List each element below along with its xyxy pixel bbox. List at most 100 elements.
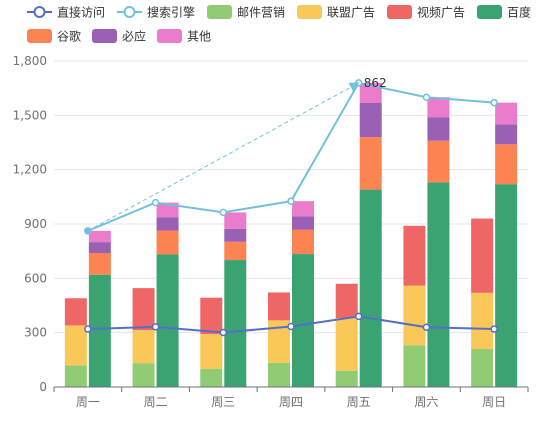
axes: 0 300 600 900 1,200 1,500 1,800 周一 周二 周三 周四 周五 周六 周日 — [13, 54, 529, 409]
legend-label: 必应 — [122, 29, 146, 44]
x-tick-label: 周日 — [482, 395, 506, 409]
bar-segment[interactable] — [132, 330, 155, 364]
legend-label: 其他 — [187, 30, 211, 44]
legend-color-swatch — [207, 5, 232, 19]
line-point[interactable] — [490, 98, 498, 107]
bar-segment[interactable] — [156, 217, 179, 231]
mark-line-arrow — [87, 82, 360, 232]
legend-item[interactable]: 视频广告 — [387, 5, 465, 20]
annotations: 862 — [84, 76, 387, 235]
legend-item[interactable]: 必应 — [92, 29, 146, 44]
y-tick-label: 1,500 — [13, 108, 47, 122]
bar-segment[interactable] — [200, 368, 223, 387]
bar-segment[interactable] — [292, 216, 314, 230]
line-point[interactable] — [151, 198, 160, 207]
line-point[interactable] — [219, 328, 228, 337]
bar-segment[interactable] — [292, 254, 314, 387]
bar-segment[interactable] — [471, 348, 494, 387]
line-point[interactable] — [287, 322, 295, 331]
legend-color-swatch — [27, 29, 52, 43]
bar-segment[interactable] — [64, 325, 87, 366]
bar-segment[interactable] — [88, 230, 111, 243]
legend-label: 搜索引擎 — [147, 5, 195, 20]
y-tick-label: 1,200 — [13, 163, 47, 177]
bar-segment[interactable] — [132, 363, 155, 387]
bar-segment[interactable] — [292, 201, 314, 217]
line-point[interactable] — [151, 323, 160, 331]
bar-segment[interactable] — [64, 298, 87, 326]
bar-segment[interactable] — [495, 144, 518, 185]
legend-color-swatch — [157, 29, 182, 43]
bar-segment[interactable] — [156, 230, 179, 255]
legend-item[interactable]: 搜索引擎 — [117, 5, 195, 20]
bar-segment[interactable] — [224, 212, 247, 229]
bar-segment[interactable] — [427, 97, 450, 118]
legend-item[interactable]: 直接访问 — [27, 5, 105, 20]
legend-color-swatch — [387, 5, 412, 19]
bar-segment[interactable] — [495, 184, 518, 387]
x-tick-label: 周六 — [414, 395, 438, 409]
mark-line-start-point — [84, 227, 92, 235]
bar-segment[interactable] — [403, 285, 426, 346]
bar-segment[interactable] — [495, 102, 518, 125]
bar-segment[interactable] — [88, 252, 111, 275]
bar-segment[interactable] — [471, 218, 494, 293]
bar-segment[interactable] — [471, 292, 494, 349]
legend-item[interactable]: 邮件营销 — [207, 5, 285, 20]
bar-segment[interactable] — [224, 228, 247, 242]
bar-segment[interactable] — [359, 189, 382, 387]
line-point[interactable] — [219, 208, 228, 217]
legend-item[interactable]: 联盟广告 — [297, 5, 375, 20]
y-tick-label: 600 — [24, 271, 47, 285]
legend-label: 联盟广告 — [327, 6, 375, 20]
bar-segment[interactable] — [403, 225, 426, 286]
legend-item[interactable]: 谷歌 — [27, 29, 81, 44]
legend-line-marker — [33, 6, 46, 18]
bar-segment[interactable] — [200, 334, 223, 369]
bars — [64, 82, 518, 387]
y-tick-label: 1,800 — [13, 54, 47, 68]
bar-segment[interactable] — [132, 288, 155, 331]
bar-segment[interactable] — [495, 124, 518, 145]
legend-label: 视频广告 — [417, 5, 465, 20]
bar-segment[interactable] — [64, 365, 87, 387]
bar-segment[interactable] — [224, 260, 247, 387]
bar-segment[interactable] — [359, 82, 382, 103]
line-point[interactable] — [422, 323, 431, 331]
y-tick-label: 0 — [39, 380, 47, 394]
bar-segment[interactable] — [427, 117, 450, 141]
lines — [84, 79, 498, 337]
bar-segment[interactable] — [88, 274, 111, 387]
line-point[interactable] — [287, 197, 295, 205]
x-tick-label: 周五 — [347, 395, 371, 409]
bar-segment[interactable] — [359, 102, 382, 138]
bar-segment[interactable] — [359, 137, 382, 190]
line-point[interactable] — [354, 312, 363, 321]
x-tick-label: 周一 — [76, 395, 100, 409]
bar-segment[interactable] — [292, 229, 314, 255]
bar-segment[interactable] — [427, 182, 450, 387]
line-point[interactable] — [422, 93, 431, 101]
legend-label: 直接访问 — [57, 5, 105, 20]
bar-segment[interactable] — [403, 345, 426, 387]
line-point[interactable] — [490, 325, 498, 333]
bar-segment[interactable] — [427, 140, 450, 183]
bar-segment[interactable] — [88, 242, 111, 253]
legend-color-swatch — [92, 29, 117, 43]
bar-segment[interactable] — [335, 370, 358, 387]
bar-segment[interactable] — [335, 283, 358, 319]
bar-segment[interactable] — [200, 297, 223, 335]
bar-segment[interactable] — [268, 292, 290, 321]
bar-segment[interactable] — [156, 202, 179, 218]
line-point[interactable] — [84, 325, 92, 333]
bar-segment[interactable] — [156, 254, 179, 387]
bar-segment[interactable] — [268, 362, 290, 387]
bar-segment[interactable] — [224, 241, 247, 261]
legend-item[interactable]: 其他 — [157, 29, 211, 44]
bar-segment[interactable] — [268, 320, 290, 363]
bar-segment[interactable] — [335, 318, 358, 371]
x-tick-label: 周三 — [211, 395, 235, 409]
legend-item[interactable]: 百度 — [477, 5, 531, 20]
